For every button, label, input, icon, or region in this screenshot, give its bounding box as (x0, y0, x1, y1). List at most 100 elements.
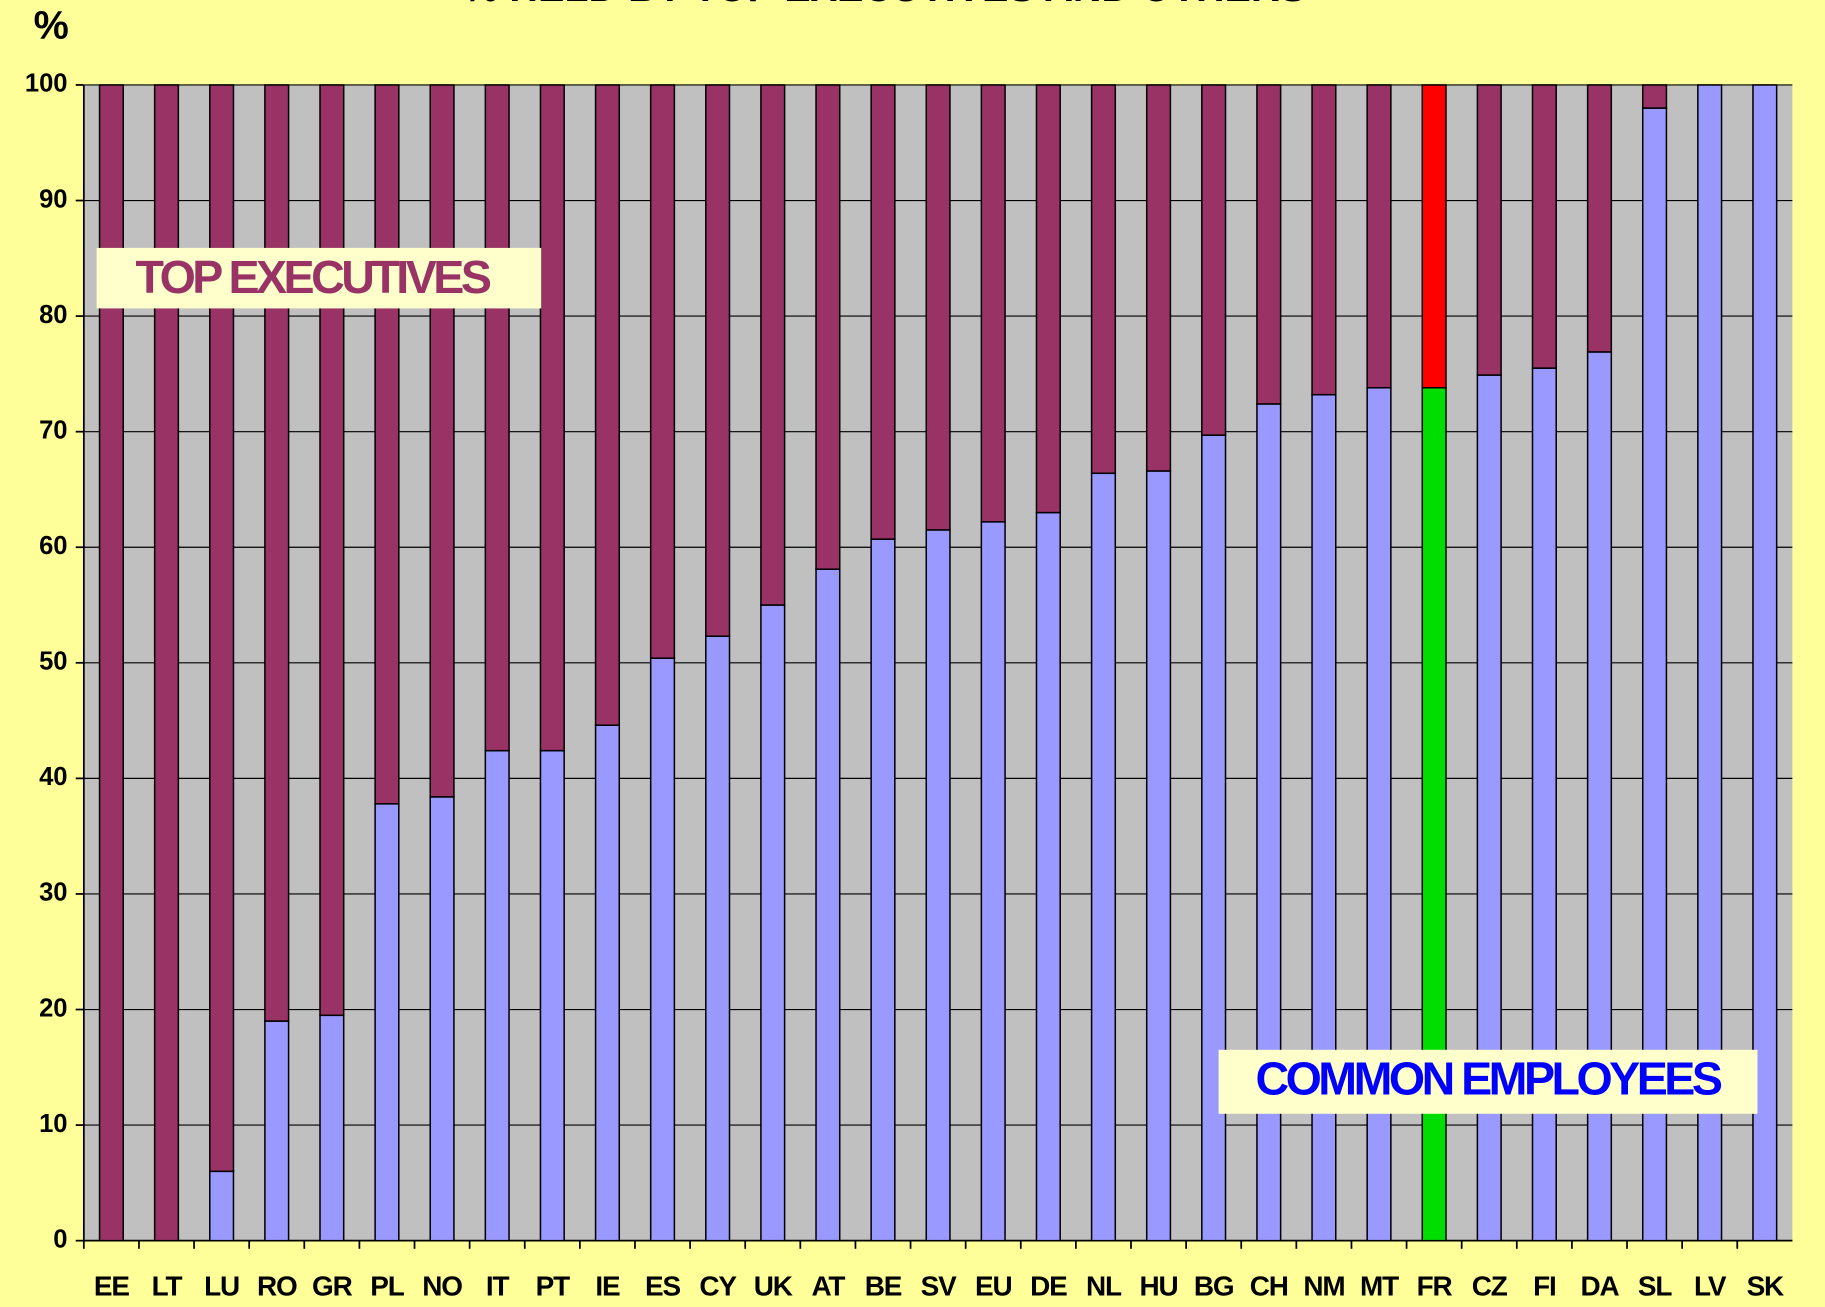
x-tick-label: BG (1194, 1271, 1234, 1302)
bar-segment (1421, 84, 1447, 389)
x-tick-label: RO (257, 1271, 297, 1302)
x-tick-label: ES (645, 1271, 680, 1302)
x-tick-label: PT (536, 1271, 570, 1302)
chart-title: % HELD BY TOP EXECUTIVES AND OTHERS (463, 0, 1306, 10)
bar-segment (264, 1020, 290, 1242)
x-tick-label: SV (921, 1271, 957, 1302)
bar-segment (594, 724, 621, 1242)
x-tick-label: NM (1303, 1271, 1344, 1302)
y-tick-label: 30 (39, 879, 67, 907)
bar-segment (1256, 403, 1282, 1242)
x-tick-label: CY (699, 1271, 737, 1302)
bar-segment (539, 749, 565, 1242)
bar-segment (1145, 84, 1172, 472)
bar-segment (1035, 84, 1061, 514)
bar-segment (98, 84, 125, 1242)
bar-segment (760, 84, 786, 606)
bar-segment (1256, 84, 1282, 405)
x-tick-label: NO (422, 1271, 462, 1302)
x-tick-label: CH (1250, 1271, 1288, 1302)
bar-segment (980, 521, 1006, 1242)
bar-segment (374, 803, 400, 1242)
bar-segment (539, 84, 565, 752)
x-tick-label: IE (595, 1271, 620, 1302)
y-tick-label: 20 (39, 994, 67, 1022)
bar-segment (1311, 84, 1337, 396)
annotation: COMMON EMPLOYEES (1255, 1053, 1721, 1105)
bar-segment (1752, 84, 1778, 1242)
annotation: TOP EXECUTIVES (135, 251, 490, 303)
x-tick-label: FI (1533, 1271, 1556, 1302)
bar-segment (1090, 84, 1117, 475)
bar-segment (153, 84, 180, 1242)
x-tick-label: LV (1694, 1271, 1727, 1302)
y-tick-label: 80 (39, 301, 67, 329)
bar-segment (1366, 84, 1392, 389)
x-tick-label: DA (1580, 1271, 1619, 1302)
bar-segment (649, 657, 676, 1242)
y-tick-label: 10 (39, 1110, 67, 1138)
x-tick-label: AT (811, 1271, 845, 1302)
x-tick-label: LT (152, 1271, 183, 1302)
bar-segment (264, 84, 290, 1022)
bar-segment (925, 529, 951, 1242)
bar-segment (429, 84, 455, 798)
bar-segment (1531, 84, 1557, 369)
bar-segment (1697, 84, 1723, 1242)
bar-segment (594, 84, 621, 726)
annotation-box (96, 247, 542, 309)
x-tick-label: UK (754, 1271, 793, 1302)
y-tick-label: 100 (25, 70, 68, 98)
bar-segment (925, 84, 951, 531)
bar-segment (1035, 511, 1061, 1242)
bar-segment (1641, 84, 1668, 109)
x-tick-label: CZ (1472, 1271, 1508, 1302)
x-tick-label: HU (1140, 1271, 1178, 1302)
x-tick-label: PL (370, 1271, 404, 1302)
x-tick-label: MT (1360, 1271, 1399, 1302)
annotation-box (1218, 1049, 1758, 1114)
bar-segment (815, 568, 841, 1242)
bar-segment (1090, 472, 1117, 1242)
bar-segment (1201, 434, 1227, 1242)
y-tick-label: 60 (39, 532, 67, 560)
bar-segment (705, 635, 731, 1242)
bar-segment (870, 84, 896, 540)
y-tick-label: 40 (39, 763, 67, 791)
bar-segment (209, 84, 235, 1173)
x-tick-label: FR (1417, 1271, 1453, 1302)
bar-segment (319, 1014, 345, 1242)
bar-segment (429, 796, 455, 1242)
bar-segment (705, 84, 731, 637)
bar-segment (209, 1170, 235, 1242)
bar-segment (1476, 84, 1502, 376)
y-tick-label: 90 (39, 185, 67, 213)
x-tick-label: SK (1747, 1271, 1784, 1302)
x-tick-label: GR (312, 1271, 353, 1302)
x-tick-label: EU (975, 1271, 1011, 1302)
x-tick-label: LU (204, 1271, 239, 1302)
bar-segment (374, 84, 400, 805)
y-tick-label: 70 (39, 416, 67, 444)
bar-segment (484, 84, 510, 752)
bar-segment (815, 84, 841, 570)
y-axis-label: % (34, 3, 69, 47)
bar-segment (319, 84, 345, 1017)
x-tick-label: NL (1086, 1271, 1122, 1302)
x-tick-label: EE (94, 1271, 129, 1302)
x-tick-label: BE (865, 1271, 902, 1302)
bar-segment (870, 538, 896, 1242)
bar-segment (980, 84, 1006, 523)
y-tick-label: 0 (53, 1225, 67, 1253)
x-tick-label: SL (1638, 1271, 1672, 1302)
bar-segment (1145, 470, 1172, 1242)
bar-segment (484, 749, 510, 1242)
bar-segment (649, 84, 676, 659)
bar-segment (1586, 84, 1613, 353)
x-tick-label: DE (1030, 1271, 1067, 1302)
bar-segment (760, 604, 786, 1242)
y-tick-label: 50 (39, 648, 67, 676)
x-tick-label: IT (486, 1271, 510, 1302)
bar-segment (1201, 84, 1227, 436)
